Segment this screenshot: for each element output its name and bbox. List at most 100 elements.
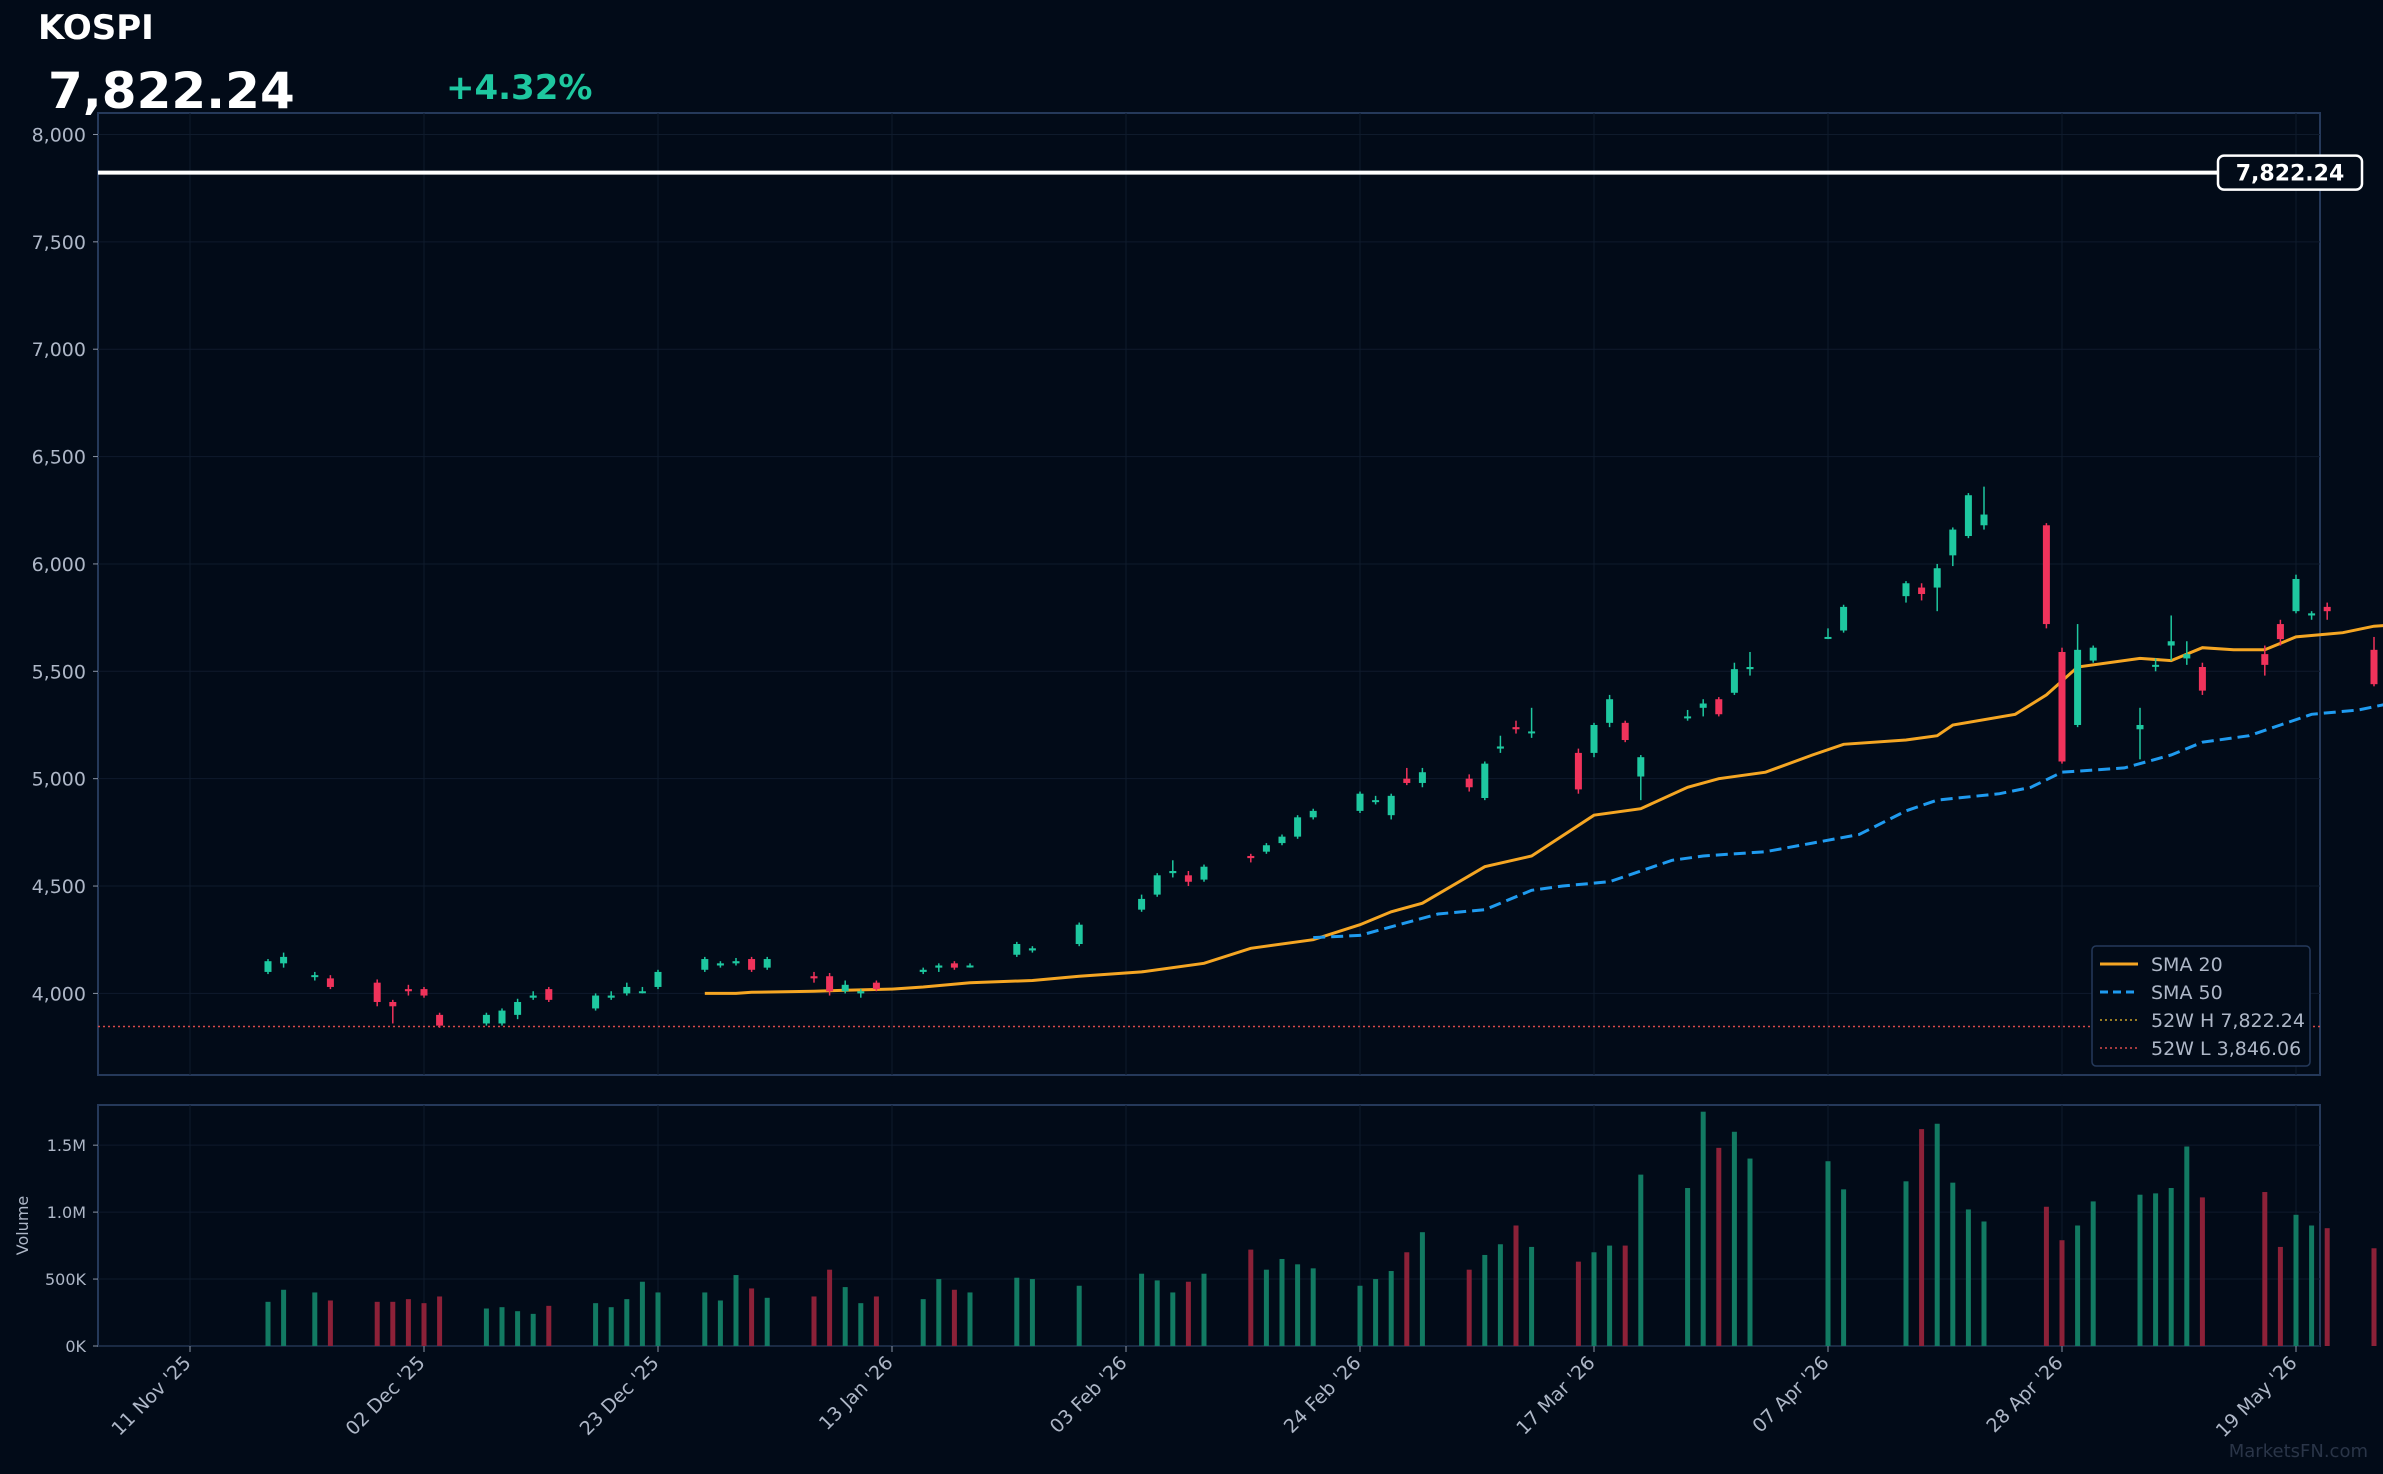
candle-body	[1247, 855, 1255, 859]
candle-body	[826, 976, 834, 992]
volume-bar	[1607, 1245, 1613, 1346]
x-tick-label: 24 Feb '26	[1280, 1352, 1366, 1438]
volume-bar	[327, 1300, 333, 1346]
candle-body	[607, 995, 615, 998]
candle-body	[1200, 866, 1208, 880]
candle-body	[404, 989, 412, 992]
volume-bar	[2043, 1206, 2049, 1346]
price-panel: 4,000 4,500 5,000 5,500 6,000 6,500 7,000 7,500…	[32, 112, 2383, 1076]
y-tick-label: 7,500	[32, 232, 86, 254]
candle-body	[373, 982, 381, 1002]
y-tick-label: 4,000	[32, 983, 86, 1005]
candle-body	[498, 1010, 506, 1024]
volume-bar	[733, 1275, 739, 1346]
candle-body	[1278, 836, 1286, 844]
candle-body	[919, 969, 927, 972]
volume-bar	[827, 1269, 833, 1346]
volume-bar	[873, 1296, 879, 1346]
candle-body	[1403, 778, 1411, 783]
volume-panel-frame	[97, 1104, 2321, 1347]
volume-bar	[1497, 1244, 1503, 1346]
volume-bar	[1950, 1182, 1956, 1346]
volume-bar	[1076, 1285, 1082, 1346]
candle-body	[1699, 703, 1707, 708]
volume-bar	[390, 1301, 396, 1346]
candle-body	[482, 1014, 490, 1024]
volume-bar	[1404, 1252, 1410, 1346]
candle-body	[1075, 924, 1083, 945]
volume-bar	[1373, 1279, 1379, 1346]
watermark: MarketsFN.com	[2229, 1441, 2368, 1462]
candle-body	[716, 963, 724, 966]
volume-tick-label: 0K	[65, 1337, 86, 1356]
volume-bar	[1388, 1271, 1394, 1346]
x-tick-label: 11 Nov '25	[107, 1352, 195, 1440]
x-tick-label: 13 Jan '26	[815, 1352, 898, 1435]
candle-body	[311, 975, 319, 978]
candle-body	[2292, 578, 2300, 612]
y-tick-label: 6,500	[32, 447, 86, 469]
volume-tick-label: 500K	[45, 1270, 87, 1289]
candle-body	[1262, 845, 1270, 852]
volume-bar	[2309, 1225, 2315, 1346]
x-tick-label: 17 Mar '26	[1512, 1352, 1599, 1439]
volume-bar	[405, 1299, 411, 1346]
volume-bar	[1529, 1246, 1535, 1346]
volume-axis-label: Volume	[13, 1196, 32, 1256]
volume-bar	[1170, 1292, 1176, 1346]
volume-bar	[265, 1301, 271, 1346]
candle-body	[1621, 722, 1629, 741]
candle-body	[1715, 699, 1723, 715]
last-price-tag	[2216, 154, 2364, 191]
last-price-tag-label: 7,822.24	[2236, 162, 2345, 187]
sma50-line	[1313, 703, 2383, 940]
candle-body	[592, 995, 600, 1009]
candle-body	[1028, 948, 1036, 951]
candle-body	[1184, 875, 1192, 882]
candle-body	[1153, 875, 1161, 895]
candle-body	[1387, 795, 1395, 816]
volume-bar	[593, 1303, 599, 1346]
volume-bar	[2262, 1192, 2268, 1346]
volume-bar	[1279, 1258, 1285, 1346]
candle-body	[1606, 699, 1614, 723]
legend-label: SMA 20	[2151, 954, 2223, 976]
volume-bar	[1201, 1273, 1207, 1346]
volume-panel: 0K 500K 1.0M 1.5M Volume	[13, 1104, 2377, 1356]
candle-body	[280, 956, 288, 964]
candle-body	[2058, 651, 2066, 762]
candle-body	[2198, 667, 2206, 691]
candle-body	[1528, 731, 1536, 734]
volume-bar	[639, 1281, 645, 1346]
legend-label: SMA 50	[2151, 982, 2223, 1004]
volume-bar	[1591, 1252, 1597, 1346]
volume-bar	[1185, 1281, 1191, 1346]
volume-bar	[1716, 1147, 1722, 1346]
volume-bar	[608, 1307, 614, 1346]
candle-body	[1824, 636, 1832, 639]
volume-bar	[2324, 1228, 2330, 1346]
y-tick-label: 5,000	[32, 769, 86, 791]
volume-bar	[2168, 1188, 2174, 1346]
volume-bar	[2075, 1225, 2081, 1346]
volume-bar	[1139, 1273, 1145, 1346]
candle-body	[529, 995, 537, 998]
volume-bar	[530, 1313, 536, 1346]
volume-bar	[281, 1289, 287, 1346]
volume-bar	[2059, 1240, 2065, 1346]
candle-body	[1356, 793, 1364, 811]
volume-bar	[499, 1307, 505, 1346]
volume-bar	[483, 1308, 489, 1346]
candle-body	[701, 959, 709, 970]
volume-bar	[312, 1292, 318, 1346]
volume-bar	[1513, 1225, 1519, 1346]
candle-body	[1590, 724, 1598, 753]
volume-bar	[1685, 1188, 1691, 1346]
candle-body	[1481, 763, 1489, 798]
legend-label: 52W L 3,846.06	[2151, 1038, 2301, 1060]
candle-body	[1372, 800, 1380, 803]
candle-body	[872, 982, 880, 990]
volume-bar	[1981, 1221, 1987, 1346]
candle-body	[420, 989, 428, 996]
